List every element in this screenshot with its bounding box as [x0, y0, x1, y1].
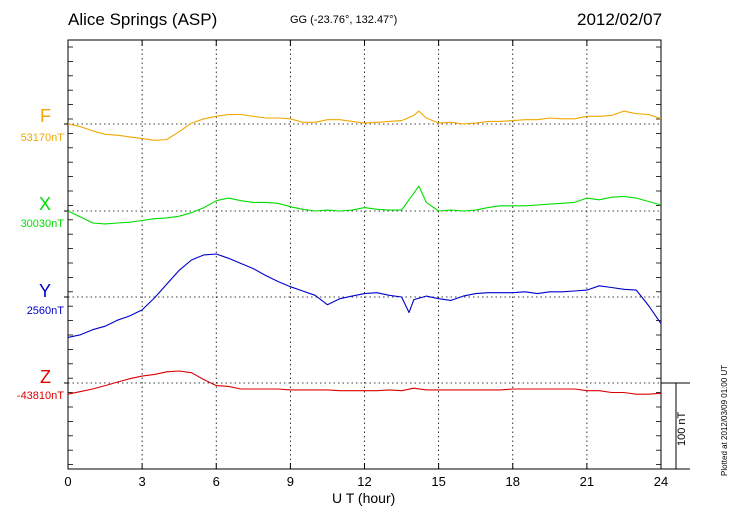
- x-tick-label: 24: [654, 474, 668, 489]
- x-tick-label: 18: [506, 474, 520, 489]
- station-title: Alice Springs (ASP): [68, 10, 218, 29]
- series-line-x: [67, 185, 662, 225]
- x-tick-label: 0: [64, 474, 71, 489]
- component-baseline-z: -43810nT: [16, 390, 64, 402]
- x-axis-label: U T (hour): [332, 490, 396, 506]
- component-baseline-f: 53170nT: [20, 132, 64, 144]
- series-line-y: [67, 253, 662, 338]
- component-letter-z: Z: [40, 367, 51, 387]
- component-letter-x: X: [38, 194, 51, 214]
- plotted-timestamp: Plotted at 2012/03/09 01:00 UT: [720, 364, 729, 476]
- component-letter-y: Y: [38, 281, 51, 301]
- chart-date: 2012/02/07: [577, 10, 663, 29]
- component-baseline-y: 2560nT: [26, 305, 64, 317]
- x-tick-label: 12: [357, 474, 371, 489]
- series-line-z: [67, 370, 662, 395]
- component-letter-f: F: [40, 106, 51, 126]
- x-tick-label: 15: [431, 474, 445, 489]
- station-coordinates: GG (-23.76°, 132.47°): [290, 14, 398, 26]
- x-tick-label: 6: [213, 474, 220, 489]
- x-tick-label: 3: [139, 474, 146, 489]
- component-baseline-x: 30030nT: [20, 218, 64, 230]
- scale-bar-label: 100 nT: [676, 411, 688, 446]
- series-line-f: [67, 110, 662, 141]
- x-tick-label: 21: [580, 474, 594, 489]
- x-tick-label: 9: [287, 474, 294, 489]
